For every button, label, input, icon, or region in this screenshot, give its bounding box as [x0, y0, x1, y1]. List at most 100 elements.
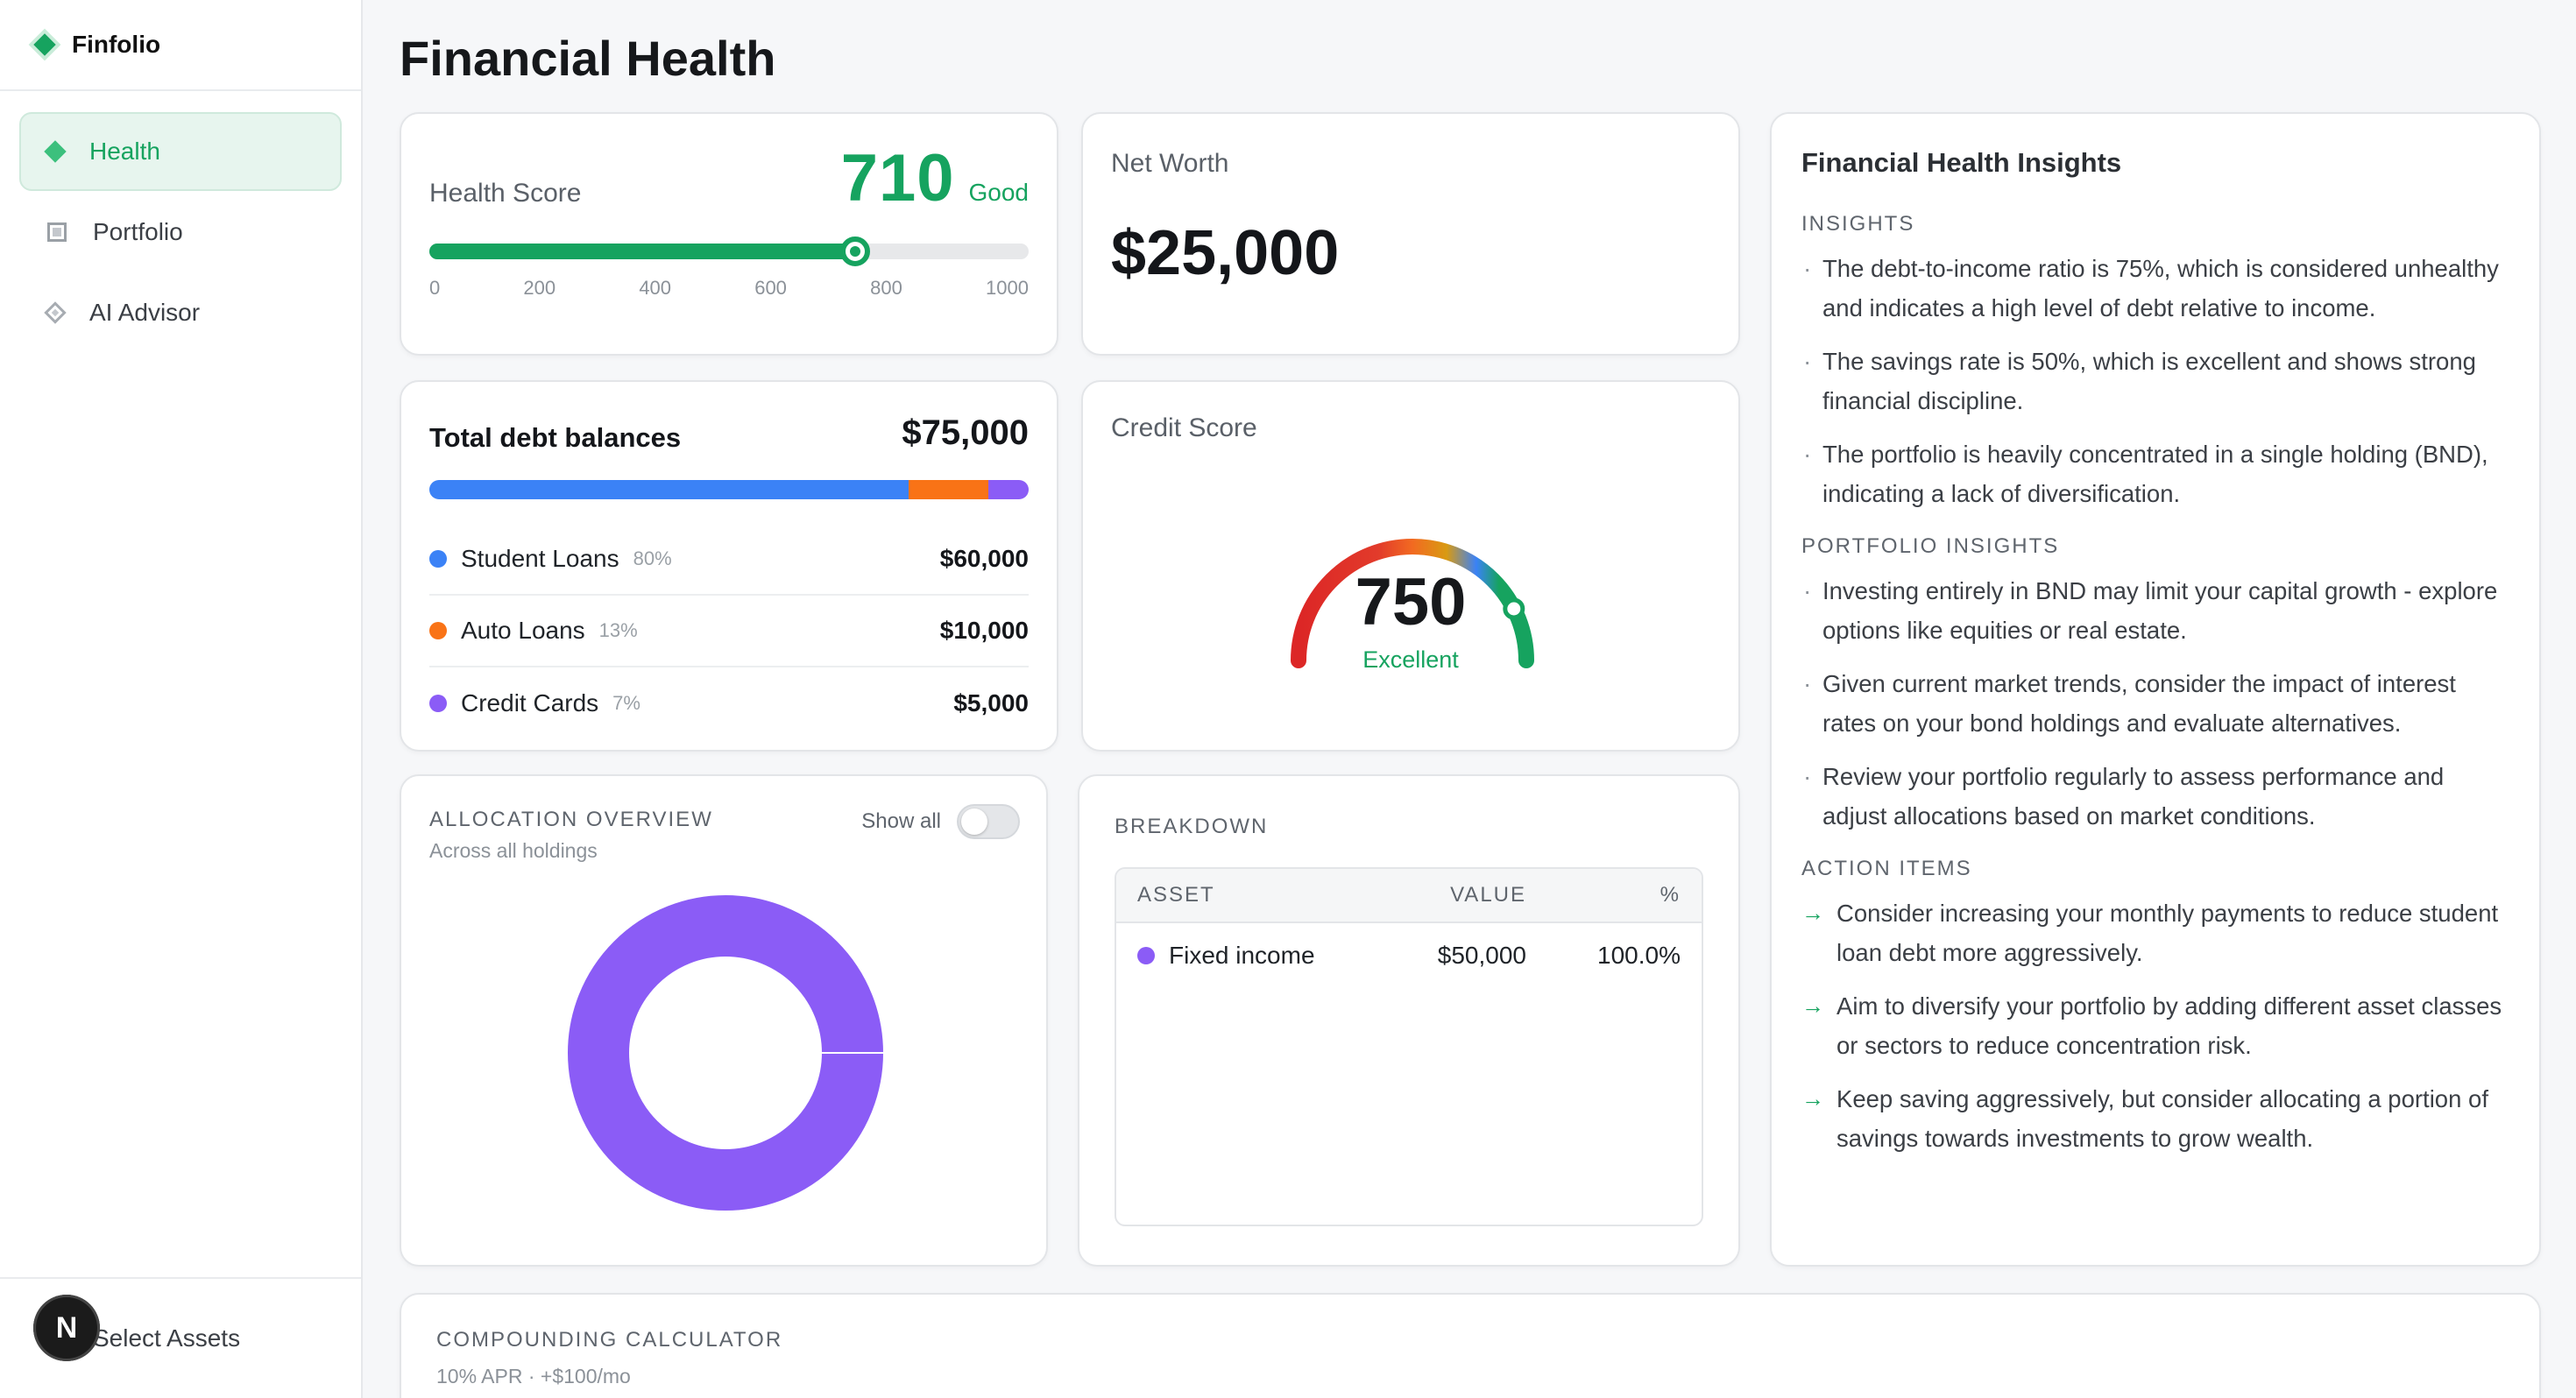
action-text: Aim to diversify your portfolio by addin… [1836, 992, 2502, 1059]
show-all-label: Show all [861, 809, 941, 833]
compounding-subtitle: 10% APR · +$100/mo [436, 1365, 631, 1387]
health-score-knob [839, 237, 870, 266]
sidebar: Finfolio Health Portfolio AI Advisor Sel… [0, 0, 363, 1398]
health-score-grade: Good [968, 179, 1030, 206]
diamond-outline-icon [44, 301, 67, 324]
show-all-toggle[interactable] [957, 804, 1020, 839]
credit-score-rating: Excellent [1362, 646, 1459, 673]
tick-label: 800 [870, 277, 902, 299]
arrow-right-icon: → [1801, 1085, 1824, 1112]
asset-pct: 100.0% [1597, 942, 1681, 969]
debt-segment-credit-cards [988, 480, 1029, 499]
health-score-card: Health Score 710 Good 0 200 400 600 800 … [400, 112, 1058, 356]
debt-pct: 7% [612, 692, 640, 714]
debt-amount: $60,000 [939, 545, 1029, 572]
credit-score-label: Credit Score [1111, 413, 1257, 442]
tick-label: 600 [754, 277, 787, 299]
compounding-card: COMPOUNDING CALCULATOR 10% APR · +$100/m… [400, 1293, 2541, 1398]
credit-score-card: Credit Score 750 Excellent [1081, 380, 1740, 752]
compounding-title: COMPOUNDING CALCULATOR [436, 1328, 783, 1352]
health-score-track [429, 237, 1029, 266]
donut-slice[interactable] [568, 895, 883, 1211]
action-text: Consider increasing your monthly payment… [1836, 900, 2499, 966]
debt-stacked-bar [429, 480, 1029, 499]
section-heading: ACTION ITEMS [1801, 857, 1972, 880]
action-text: Keep saving aggressively, but consider a… [1836, 1085, 2488, 1152]
tick-label: 200 [523, 277, 556, 299]
tick-label: 1000 [985, 277, 1029, 299]
breakdown-table: ASSET VALUE % Fixed income $50,000 100.0… [1115, 867, 1703, 1226]
debt-amount: $5,000 [953, 689, 1029, 717]
breakdown-title: BREAKDOWN [1115, 815, 1269, 838]
debt-pct: 80% [633, 547, 672, 569]
debt-title: Total debt balances [429, 422, 682, 453]
debt-pct: 13% [598, 619, 638, 641]
diamond-filled-icon [44, 140, 67, 163]
health-score-number: 710 [840, 141, 955, 215]
asset-cell: Fixed income [1116, 942, 1351, 970]
section-heading: PORTFOLIO INSIGHTS [1801, 534, 2060, 558]
asset-value: $50,000 [1437, 942, 1526, 969]
health-score-fill [429, 244, 855, 259]
arrow-right-icon: → [1801, 992, 1824, 1019]
tick-label: 400 [639, 277, 672, 299]
insight-item: Investing entirely in BND may limit your… [1801, 571, 2513, 650]
debt-amount: $10,000 [939, 617, 1029, 644]
insight-item: Given current market trends, consider th… [1801, 664, 2513, 743]
tick-label: 0 [429, 277, 441, 299]
asset-name: Fixed income [1169, 942, 1315, 969]
debt-segment-auto-loans [909, 480, 989, 499]
net-worth-card: Net Worth $25,000 [1081, 112, 1740, 356]
allocation-donut [568, 895, 883, 1211]
net-worth-label: Net Worth [1111, 149, 1229, 178]
debt-name: Student Loans [461, 545, 619, 572]
sidebar-item-portfolio[interactable]: Portfolio [19, 193, 342, 272]
health-score-ticks: 0 200 400 600 800 1000 [429, 277, 1029, 300]
column-header-pct: % [1660, 883, 1681, 907]
insight-item: Review your portfolio regularly to asses… [1801, 757, 2513, 836]
page-title: Financial Health [400, 31, 776, 86]
debt-row: Credit Cards 7% $5,000 [429, 667, 1029, 739]
app-name: Finfolio [72, 31, 161, 58]
action-item: → Aim to diversify your portfolio by add… [1801, 986, 2513, 1065]
debt-list: Student Loans 80% $60,000 Auto Loans 13%… [429, 524, 1029, 739]
debt-row: Student Loans 80% $60,000 [429, 524, 1029, 596]
insights-title: Financial Health Insights [1801, 147, 2122, 178]
debt-name: Auto Loans [461, 617, 585, 644]
sidebar-nav: Health Portfolio AI Advisor [0, 91, 361, 375]
sidebar-item-label: AI Advisor [89, 299, 201, 326]
debt-name: Credit Cards [461, 689, 599, 717]
arrow-right-icon: → [1801, 900, 1824, 926]
legend-dot [429, 622, 447, 639]
debt-card: Total debt balances $75,000 Student Loan… [400, 380, 1058, 752]
legend-dot [429, 695, 447, 712]
sidebar-item-label: Portfolio [93, 218, 183, 245]
debt-segment-student-loans [429, 480, 909, 499]
select-assets-label: Select Assets [93, 1324, 241, 1352]
table-header: ASSET VALUE % [1116, 869, 1702, 923]
credit-score-number: 750 [1355, 565, 1467, 639]
gauge-knob [1503, 597, 1525, 620]
sidebar-item-health[interactable]: Health [19, 112, 342, 191]
column-header-asset: ASSET [1137, 883, 1215, 907]
column-header-value: VALUE [1450, 883, 1526, 907]
legend-dot [1137, 947, 1155, 964]
table-row[interactable]: Fixed income $50,000 100.0% [1116, 923, 1702, 988]
allocation-subtitle: Across all holdings [429, 839, 598, 862]
avatar[interactable]: N [33, 1295, 100, 1361]
action-item: → Consider increasing your monthly payme… [1801, 893, 2513, 972]
net-worth-amount: $25,000 [1111, 218, 1340, 288]
action-item: → Keep saving aggressively, but consider… [1801, 1079, 2513, 1158]
brand[interactable]: Finfolio [0, 0, 361, 91]
insight-item: The debt-to-income ratio is 75%, which i… [1801, 249, 2513, 328]
insight-item: The portfolio is heavily concentrated in… [1801, 434, 2513, 513]
credit-gauge [1291, 539, 1534, 668]
select-assets-button[interactable]: Select Assets [0, 1277, 361, 1398]
health-score-label: Health Score [429, 179, 582, 208]
section-heading: INSIGHTS [1801, 212, 1915, 236]
square-icon [47, 222, 67, 242]
sidebar-item-label: Health [89, 138, 160, 165]
sidebar-item-ai-advisor[interactable]: AI Advisor [19, 273, 342, 352]
legend-dot [429, 550, 447, 568]
insights-body: INSIGHTS The debt-to-income ratio is 75%… [1801, 212, 2513, 1172]
